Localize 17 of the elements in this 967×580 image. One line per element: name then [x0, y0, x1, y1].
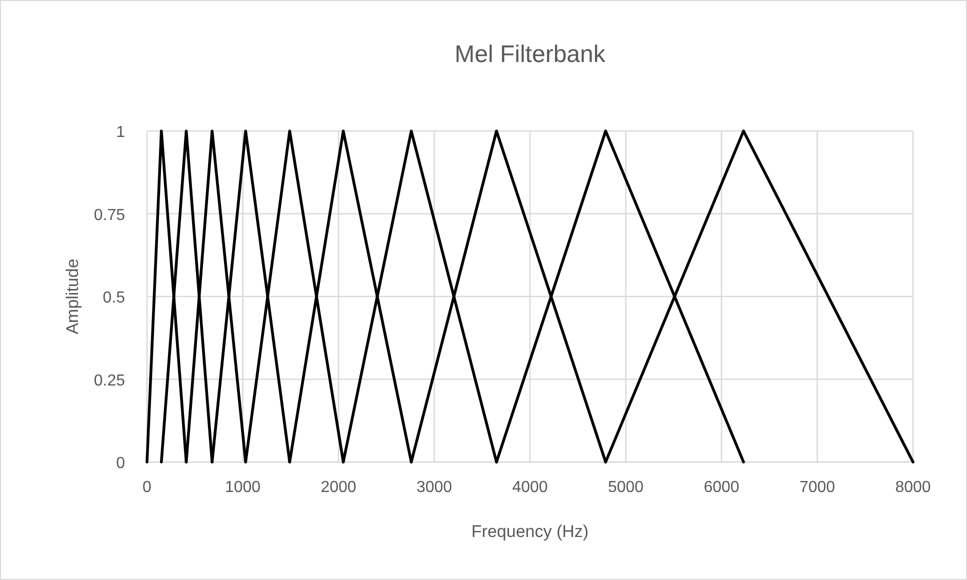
y-tick-label: 1 — [116, 124, 126, 141]
x-axis-title: Frequency (Hz) — [471, 522, 589, 541]
chart-title: Mel Filterbank — [454, 41, 606, 68]
x-tick-label: 6000 — [704, 479, 740, 496]
x-tick-label: 0 — [142, 479, 152, 496]
y-tick-label: 0.25 — [94, 372, 126, 390]
x-tick-label: 2000 — [320, 479, 356, 496]
x-tick-label: 5000 — [608, 479, 644, 496]
x-tick-label: 3000 — [416, 479, 452, 496]
x-tick-label: 1000 — [224, 479, 261, 496]
x-tick-label: 8000 — [895, 479, 931, 496]
x-tick-label: 7000 — [799, 479, 836, 496]
y-axis-title: Amplitude — [63, 258, 82, 334]
y-tick-label: 0.75 — [94, 206, 126, 224]
x-tick-label: 4000 — [512, 479, 548, 496]
y-tick-label: 0 — [116, 455, 126, 472]
y-tick-label: 0.5 — [102, 290, 126, 306]
